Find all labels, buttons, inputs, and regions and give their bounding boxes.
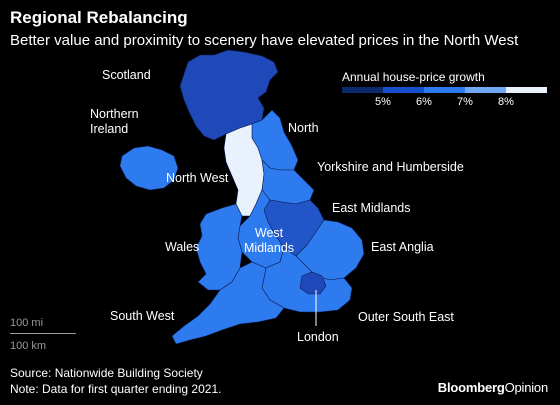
data-note: Note: Data for first quarter ending 2021… <box>10 382 222 396</box>
label-yorkshire: Yorkshire and Humberside <box>317 160 464 174</box>
label-east-midlands: East Midlands <box>332 201 411 215</box>
label-scotland: Scotland <box>102 68 151 82</box>
legend-swatch <box>383 87 424 93</box>
label-london: London <box>297 330 339 344</box>
scale-miles-label: 100 mi <box>10 317 44 329</box>
bloomberg-opinion-logo: BloombergOpinion <box>438 380 548 395</box>
brand-bloomberg: Bloomberg <box>437 380 505 395</box>
legend-bar <box>342 87 547 93</box>
legend-tick: 5% <box>375 96 391 108</box>
legend-tick: 8% <box>498 96 514 108</box>
chart-subtitle: Better value and proximity to scenery ha… <box>10 32 519 49</box>
legend-swatch <box>424 87 465 93</box>
legend-swatch <box>342 87 383 93</box>
region-south-west <box>171 261 285 345</box>
label-south-west: South West <box>110 309 175 323</box>
legend-title: Annual house-price growth <box>342 70 485 84</box>
label-west-midlands: West Midlands <box>244 226 295 255</box>
source-note: Source: Nationwide Building Society <box>10 366 203 380</box>
label-east-anglia: East Anglia <box>371 240 434 254</box>
chart-title: Regional Rebalancing <box>10 8 188 27</box>
region-northern-ireland <box>119 145 179 191</box>
label-wales: Wales <box>165 240 200 254</box>
label-northern-ireland: Northern Ireland <box>90 107 139 136</box>
label-north: North <box>288 121 319 135</box>
scale-km-label: 100 km <box>10 340 47 352</box>
brand-opinion: Opinion <box>504 380 549 395</box>
legend-swatch <box>506 87 547 93</box>
legend-swatch <box>465 87 506 93</box>
region-scotland <box>179 49 279 141</box>
legend-tick: 7% <box>457 96 473 108</box>
legend-tick: 6% <box>416 96 432 108</box>
label-outer-south-east: Outer South East <box>358 310 454 324</box>
label-north-west: North West <box>166 171 229 185</box>
scale-bar <box>10 333 76 334</box>
region-london <box>299 271 327 295</box>
